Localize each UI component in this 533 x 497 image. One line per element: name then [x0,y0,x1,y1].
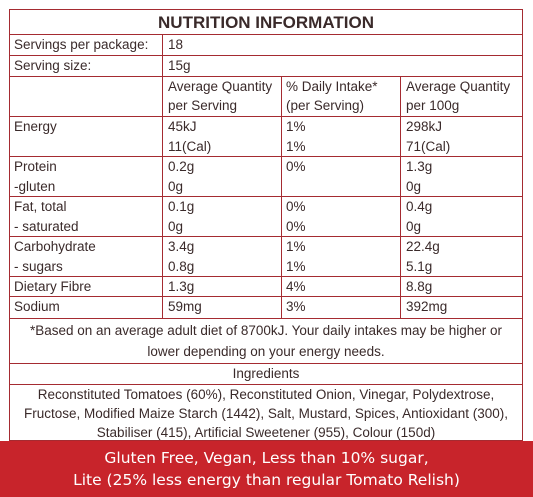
banner-line: Lite (25% less energy than regular Tomat… [73,471,460,489]
header-avg-serving: Average Quantity [168,79,273,94]
per-100g-value: 0.4g [406,199,433,214]
footnote: *Based on an average adult diet of 8700k… [10,320,522,362]
divider [10,156,522,157]
per-serving-value: 45kJ [168,119,197,134]
ingredients-title: Ingredients [232,366,300,381]
divider [10,296,522,297]
per-100g-value: 0g [406,179,422,194]
servings-label: Servings per package: [14,37,149,52]
nutrient-name: - sugars [14,259,63,274]
header-avg-100g: Average Quantity [406,79,511,94]
per-serving-value: 0.2g [168,159,195,174]
nutrition-panel: NUTRITION INFORMATION Servings per packa… [9,9,523,441]
per-serving-value: 1.3g [168,279,195,294]
per-100g-value: 392mg [406,299,448,314]
daily-intake-value: 0% [286,199,306,214]
per-serving-value: 3.4g [168,239,195,254]
daily-intake-value: 1% [286,239,306,254]
serving-size-value: 15g [168,58,191,73]
daily-intake-value: 1% [286,259,306,274]
header-per-serving: per Serving [168,98,238,113]
header-per-100g: per 100g [406,98,460,113]
column-divider [400,76,401,318]
per-100g-value: 8.8g [406,279,433,294]
ingredients-line: Stabiliser (415), Artificial Sweetener (… [96,425,436,440]
divider [10,76,522,77]
divider [10,55,522,56]
header-daily-intake: % Daily Intake* [286,79,378,94]
ingredients-list: Reconstituted Tomatoes (60%), Reconstitu… [10,385,522,442]
per-100g-value: 298kJ [406,119,443,134]
footnote-line: *Based on an average adult diet of 8700k… [29,323,503,338]
divider [10,384,522,385]
daily-intake-value: 1% [286,119,306,134]
daily-intake-value: 0% [286,219,306,234]
daily-intake-value: 1% [286,139,306,154]
divider [10,116,522,117]
serving-size-label: Serving size: [14,58,92,73]
nutrient-name: Dietary Fibre [14,279,92,294]
per-100g-value: 1.3g [406,159,433,174]
header-per-serving-di: (per Serving) [286,98,365,113]
nutrient-name: Fat, total [14,199,67,214]
per-serving-value: 59mg [168,299,202,314]
column-divider [162,34,163,318]
nutrient-name: Carbohydrate [14,239,96,254]
per-serving-value: 0g [168,219,184,234]
daily-intake-value: 4% [286,279,306,294]
servings-value: 18 [168,37,184,52]
daily-intake-value: 3% [286,299,306,314]
claims-banner: Gluten Free, Vegan, Less than 10% sugar,… [0,441,533,497]
divider [10,34,522,35]
nutrient-name: Energy [14,119,57,134]
nutrient-name: Sodium [14,299,60,314]
nutrient-name: -gluten [14,179,56,194]
nutrient-name: - saturated [14,219,79,234]
divider [10,363,522,364]
ingredients-heading: Ingredients [10,364,522,384]
per-100g-value: 71(Cal) [406,139,451,154]
banner-line: Gluten Free, Vegan, Less than 10% sugar, [104,449,429,467]
footnote-line: lower depending on your energy needs. [147,344,385,359]
per-100g-value: 0g [406,219,422,234]
nutrient-name: Protein [14,159,57,174]
panel-title: NUTRITION INFORMATION [158,13,374,32]
divider [10,236,522,237]
ingredients-line: Fructose, Modified Maize Starch (1442), … [24,406,508,421]
per-serving-value: 0.1g [168,199,195,214]
per-serving-value: 11(Cal) [168,139,212,154]
ingredients-line: Reconstituted Tomatoes (60%), Reconstitu… [37,387,495,402]
per-100g-value: 22.4g [406,239,440,254]
per-100g-value: 5.1g [406,259,433,274]
per-serving-value: 0g [168,179,184,194]
daily-intake-value: 0% [286,159,306,174]
divider [10,276,522,277]
divider [10,318,522,319]
divider [10,196,522,197]
per-serving-value: 0.8g [168,259,195,274]
column-divider [281,76,282,318]
